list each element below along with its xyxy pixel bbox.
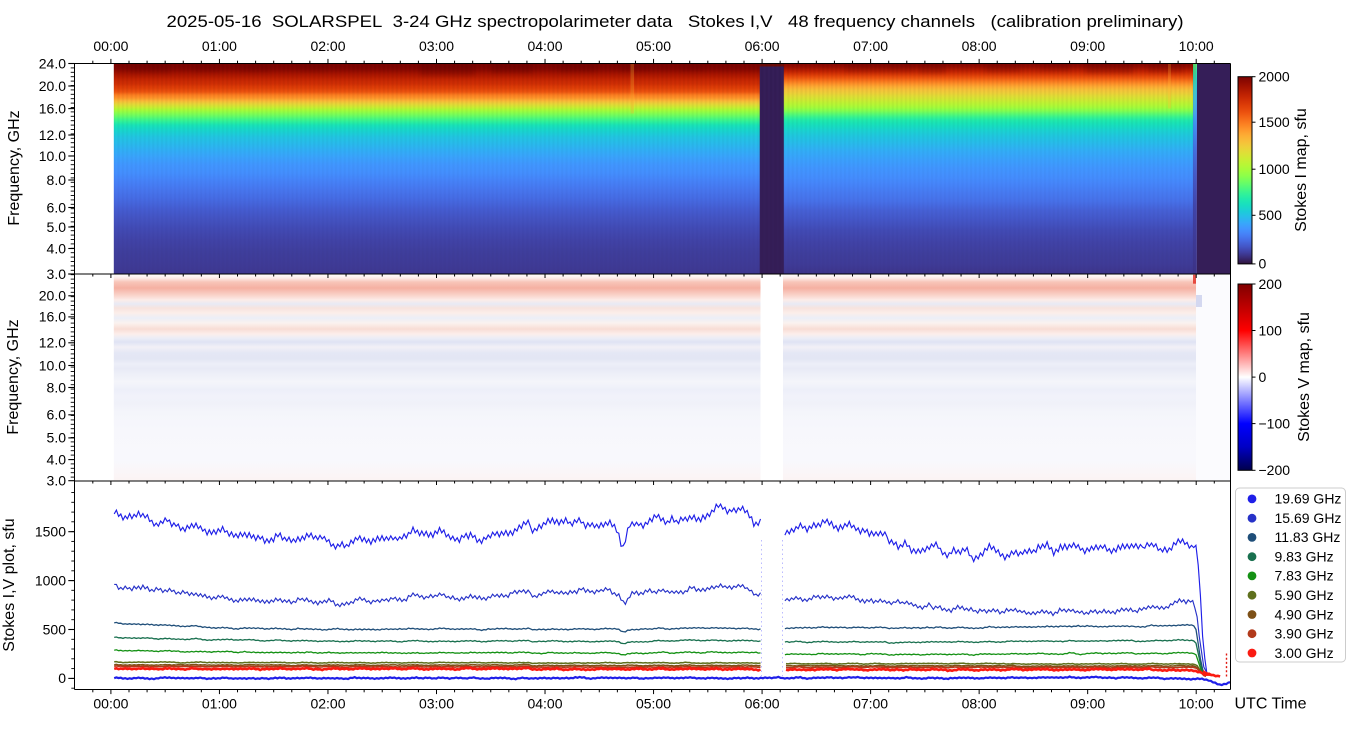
svg-text:06:00: 06:00 [745, 38, 780, 54]
svg-text:3.00 GHz: 3.00 GHz [1275, 645, 1334, 661]
svg-text:10.0: 10.0 [39, 357, 66, 373]
svg-text:2025-05-16 SOLARSPEL 3-24 GH: 2025-05-16 SOLARSPEL 3-24 GHz spectropol… [167, 12, 1184, 31]
svg-text:1500: 1500 [1259, 114, 1290, 130]
svg-text:02:00: 02:00 [310, 38, 345, 54]
svg-text:3.0: 3.0 [47, 266, 67, 282]
svg-text:01:00: 01:00 [202, 38, 237, 54]
svg-text:05:00: 05:00 [636, 696, 671, 712]
svg-text:12.0: 12.0 [39, 335, 66, 351]
svg-text:4.90 GHz: 4.90 GHz [1275, 606, 1334, 622]
svg-text:10:00: 10:00 [1179, 696, 1214, 712]
svg-text:07:00: 07:00 [853, 696, 888, 712]
svg-text:8.0: 8.0 [47, 379, 67, 395]
svg-text:500: 500 [1259, 207, 1283, 223]
svg-text:7.83 GHz: 7.83 GHz [1275, 568, 1334, 584]
svg-text:Frequency, GHz: Frequency, GHz [5, 319, 22, 434]
svg-text:1000: 1000 [1259, 161, 1290, 177]
svg-text:8.0: 8.0 [47, 172, 67, 188]
svg-text:01:00: 01:00 [202, 696, 237, 712]
svg-text:24.0: 24.0 [39, 55, 66, 71]
svg-text:06:00: 06:00 [745, 696, 780, 712]
svg-text:03:00: 03:00 [419, 696, 454, 712]
svg-text:Stokes I map, sfu: Stokes I map, sfu [1293, 108, 1310, 232]
svg-text:9.83 GHz: 9.83 GHz [1275, 549, 1334, 565]
svg-text:5.90 GHz: 5.90 GHz [1275, 587, 1334, 603]
svg-text:6.0: 6.0 [47, 199, 67, 215]
svg-text:20.0: 20.0 [39, 288, 66, 304]
svg-text:4.0: 4.0 [47, 451, 67, 467]
svg-text:0: 0 [58, 670, 66, 686]
svg-text:3.0: 3.0 [47, 473, 67, 489]
svg-text:100: 100 [1259, 322, 1283, 338]
svg-text:10:00: 10:00 [1179, 38, 1214, 54]
svg-text:16.0: 16.0 [39, 309, 66, 325]
svg-text:2000: 2000 [1259, 69, 1290, 85]
svg-text:15.69 GHz: 15.69 GHz [1275, 510, 1342, 526]
svg-text:0: 0 [1259, 256, 1267, 272]
svg-text:04:00: 04:00 [527, 696, 562, 712]
svg-text:UTC Time: UTC Time [1235, 696, 1307, 713]
svg-text:5.0: 5.0 [47, 219, 67, 235]
svg-text:19.69 GHz: 19.69 GHz [1275, 491, 1342, 507]
svg-text:5.0: 5.0 [47, 430, 67, 446]
svg-text:3.90 GHz: 3.90 GHz [1275, 626, 1334, 642]
svg-text:05:00: 05:00 [636, 38, 671, 54]
svg-text:−100: −100 [1259, 415, 1291, 431]
svg-text:6.0: 6.0 [47, 407, 67, 423]
svg-text:16.0: 16.0 [39, 100, 66, 116]
svg-text:Frequency, GHz: Frequency, GHz [6, 110, 23, 225]
svg-text:4.0: 4.0 [47, 240, 67, 256]
svg-text:08:00: 08:00 [962, 38, 997, 54]
svg-text:12.0: 12.0 [39, 127, 66, 143]
svg-text:Stokes V map, sfu: Stokes V map, sfu [1296, 312, 1313, 442]
svg-text:−200: −200 [1259, 462, 1291, 478]
svg-text:200: 200 [1259, 276, 1283, 292]
svg-text:04:00: 04:00 [527, 38, 562, 54]
svg-text:09:00: 09:00 [1070, 38, 1105, 54]
svg-text:02:00: 02:00 [310, 696, 345, 712]
svg-text:1500: 1500 [35, 524, 66, 540]
svg-text:03:00: 03:00 [419, 38, 454, 54]
svg-text:10.0: 10.0 [39, 148, 66, 164]
svg-text:11.83 GHz: 11.83 GHz [1275, 529, 1341, 545]
svg-text:00:00: 00:00 [93, 38, 128, 54]
svg-text:07:00: 07:00 [853, 38, 888, 54]
svg-text:500: 500 [43, 621, 67, 637]
svg-text:20.0: 20.0 [39, 78, 66, 94]
svg-text:1000: 1000 [35, 572, 66, 588]
svg-text:09:00: 09:00 [1070, 696, 1105, 712]
svg-text:0: 0 [1259, 369, 1267, 385]
svg-text:08:00: 08:00 [962, 696, 997, 712]
svg-text:00:00: 00:00 [93, 696, 128, 712]
svg-text:Stokes I,V plot, sfu: Stokes I,V plot, sfu [1, 518, 18, 651]
